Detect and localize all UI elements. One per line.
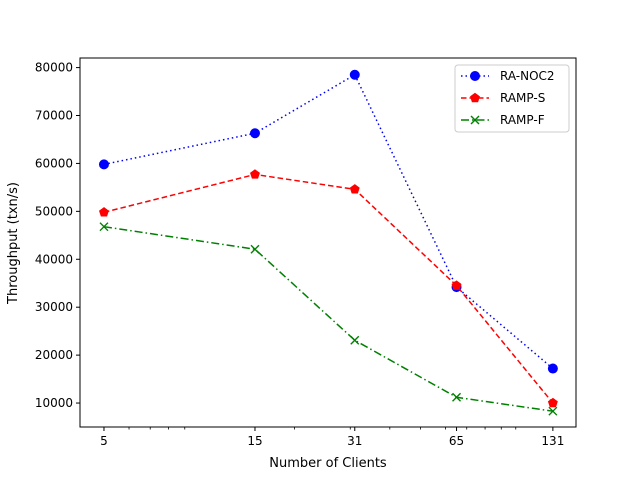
x-tick-label: 131 xyxy=(541,434,564,448)
legend-label: RAMP-F xyxy=(500,113,545,127)
y-axis: 10000 20000 30000 40000 50000 60000 70000 80000 xyxy=(35,61,80,410)
legend-item-ramp-s: RAMP-S xyxy=(461,91,545,105)
legend-label: RAMP-S xyxy=(500,91,545,105)
series-line-ramp-f xyxy=(103,225,553,412)
data-point-ramp-s xyxy=(547,397,558,408)
legend-marker xyxy=(470,115,480,125)
x-tick-label: 65 xyxy=(449,434,464,448)
y-tick-label: 30000 xyxy=(35,300,73,314)
data-point-ramp-f xyxy=(99,222,109,232)
plot-area xyxy=(79,57,577,428)
y-axis-label: Throughput (txn/s) xyxy=(6,182,21,305)
marker-stroke xyxy=(548,406,558,416)
data-point-ra-noc2 xyxy=(547,363,558,374)
data-point-ramp-s xyxy=(451,280,462,290)
y-tick-label: 60000 xyxy=(35,156,73,170)
data-point-ramp-s xyxy=(349,184,360,194)
marker-stroke xyxy=(470,115,480,125)
legend: RA-NOC2 RAMP-S RAMP-F xyxy=(454,64,570,133)
marker-stroke xyxy=(350,335,360,345)
marker-stroke xyxy=(452,392,462,402)
series-line-ramp-s xyxy=(103,173,554,404)
plot-frame xyxy=(79,57,577,428)
series-layer xyxy=(98,69,558,416)
marker-stroke xyxy=(99,222,109,232)
y-tick-label: 50000 xyxy=(35,204,73,218)
x-tick-label: 31 xyxy=(347,434,362,448)
legend-box xyxy=(454,64,570,133)
data-point-ramp-f xyxy=(350,335,360,345)
marker-stroke xyxy=(250,244,260,254)
legend-item-ramp-f: RAMP-F xyxy=(461,113,545,127)
y-tick-label: 40000 xyxy=(35,252,73,266)
data-point-ra-noc2 xyxy=(349,69,360,80)
y-tick-label: 10000 xyxy=(35,396,73,410)
x-axis: 5 15 31 65 131 xyxy=(100,427,564,448)
data-point-ra-noc2 xyxy=(98,159,109,170)
y-tick-label: 20000 xyxy=(35,348,73,362)
y-tick-label: 70000 xyxy=(35,109,73,123)
legend-item-ra-noc2: RA-NOC2 xyxy=(461,69,555,83)
x-tick-label: 15 xyxy=(247,434,262,448)
legend-marker xyxy=(470,92,480,103)
y-tick-label: 80000 xyxy=(35,61,73,75)
series-ramp-f xyxy=(99,222,558,416)
legend-label: RA-NOC2 xyxy=(500,69,555,83)
data-point-ra-noc2 xyxy=(249,128,260,139)
x-tick-label: 5 xyxy=(100,434,108,448)
data-point-ramp-f xyxy=(250,244,260,254)
x-axis-label: Number of Clients xyxy=(269,456,387,471)
legend-marker xyxy=(470,71,480,81)
series-ramp-s xyxy=(99,169,558,408)
data-point-ramp-f xyxy=(548,406,558,416)
data-point-ramp-f xyxy=(452,392,462,402)
data-point-ramp-s xyxy=(99,207,109,217)
data-point-ramp-s xyxy=(250,169,260,179)
